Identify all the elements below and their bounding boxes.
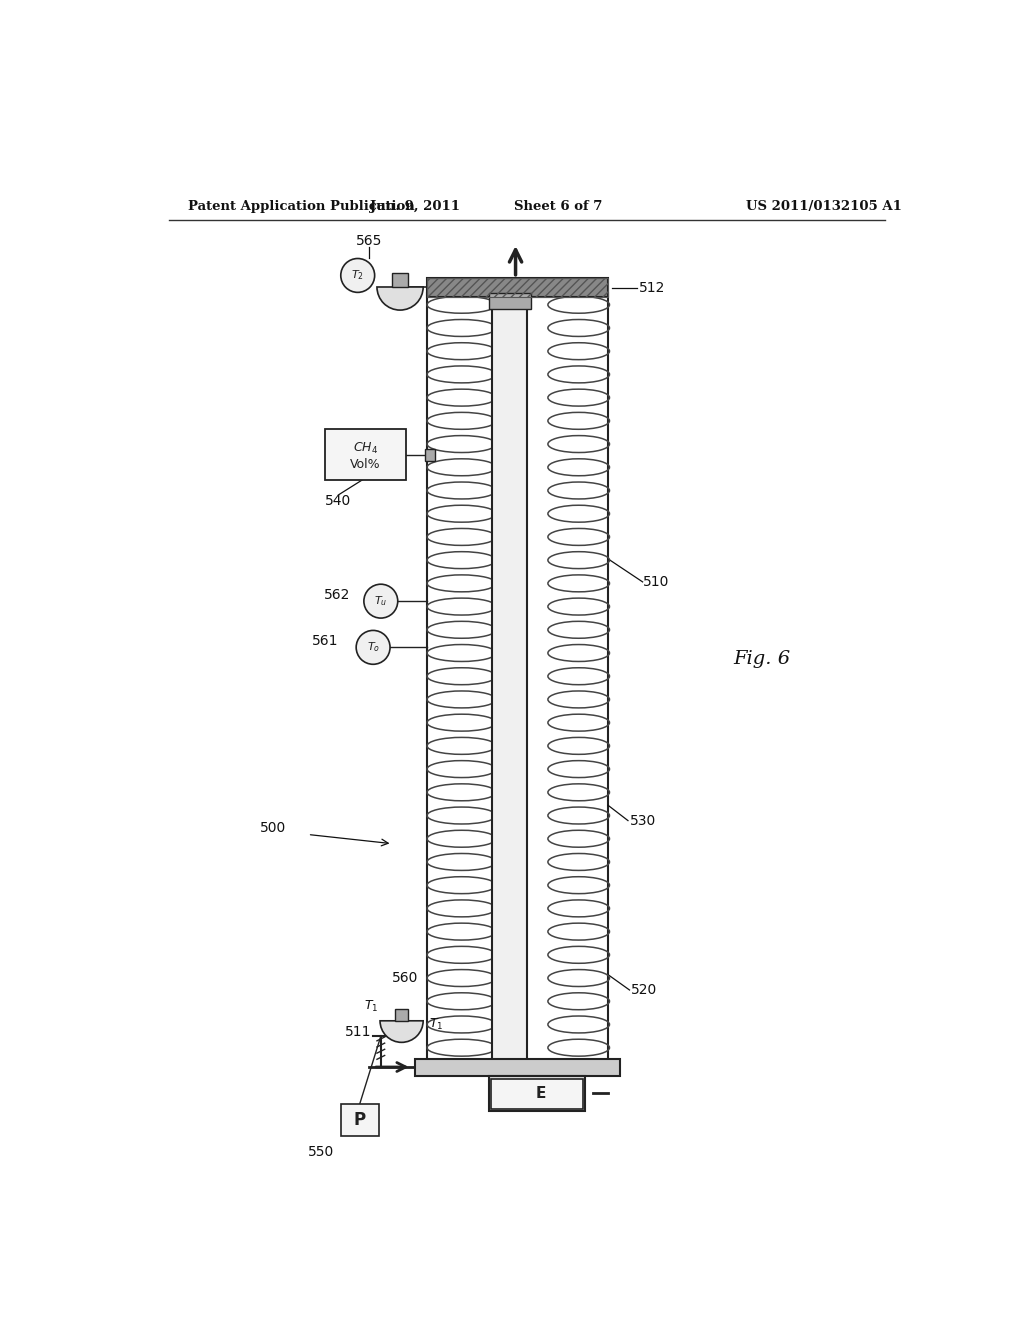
Wedge shape [380,1020,423,1043]
Circle shape [364,585,397,618]
Bar [395,1010,408,1020]
Text: 500: 500 [260,821,286,836]
Circle shape [356,631,390,664]
Text: 540: 540 [326,494,351,508]
Text: 511: 511 [344,1026,371,1039]
Text: E: E [536,1085,546,1101]
Text: Sheet 6 of 7: Sheet 6 of 7 [514,199,602,213]
Text: 512: 512 [639,281,666,294]
Text: Patent Application Publication: Patent Application Publication [188,199,415,213]
FancyBboxPatch shape [325,429,407,480]
Bar [427,277,608,297]
Text: $T_2$: $T_2$ [351,268,365,282]
Text: US 2011/0132105 A1: US 2011/0132105 A1 [745,199,901,213]
FancyBboxPatch shape [490,1078,583,1109]
Text: Jun. 9, 2011: Jun. 9, 2011 [371,199,461,213]
Text: 561: 561 [312,634,339,648]
FancyBboxPatch shape [341,1104,379,1137]
Text: Fig. 6: Fig. 6 [733,649,791,668]
Bar [425,449,435,461]
Text: $CH_4$: $CH_4$ [353,441,378,457]
Text: Vol%: Vol% [350,458,381,471]
Text: 562: 562 [324,587,350,602]
Circle shape [341,259,375,293]
Text: $T_o$: $T_o$ [367,640,380,655]
Text: 560: 560 [392,972,419,986]
Text: 520: 520 [631,983,657,997]
Text: $T_1$: $T_1$ [364,999,378,1015]
Bar [493,309,527,1059]
Text: $T_u$: $T_u$ [374,594,387,609]
Bar [427,277,608,297]
Wedge shape [377,286,423,310]
Text: 565: 565 [356,234,382,248]
Text: 530: 530 [630,813,655,828]
Bar [488,1076,585,1111]
Text: P: P [353,1111,366,1129]
Bar [416,1059,620,1076]
Text: 550: 550 [308,1144,335,1159]
Bar [392,273,408,286]
Bar [488,293,531,309]
Text: 510: 510 [643,576,669,589]
Text: $T_1$: $T_1$ [429,1018,443,1032]
